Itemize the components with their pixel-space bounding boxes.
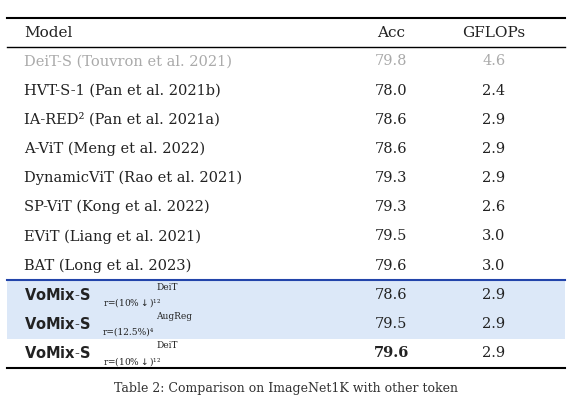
Text: 2.4: 2.4 (482, 84, 505, 98)
Bar (7, 309, 565, 339)
Text: AugReg: AugReg (156, 312, 192, 321)
Text: $\mathbf{VoMix}$-$\mathbf{S}$: $\mathbf{VoMix}$-$\mathbf{S}$ (24, 345, 91, 361)
Text: 4.6: 4.6 (482, 54, 506, 69)
Text: GFLOPs: GFLOPs (462, 26, 525, 40)
Text: 79.6: 79.6 (375, 259, 408, 273)
Text: 2.6: 2.6 (482, 200, 506, 214)
Text: 2.9: 2.9 (482, 288, 505, 302)
Text: DeiT: DeiT (156, 283, 178, 292)
Text: DynamicViT (Rao et al. 2021): DynamicViT (Rao et al. 2021) (24, 171, 243, 185)
Text: BAT (Long et al. 2023): BAT (Long et al. 2023) (24, 258, 192, 273)
Text: $\mathbf{VoMix}$-$\mathbf{S}$: $\mathbf{VoMix}$-$\mathbf{S}$ (24, 287, 91, 303)
Text: EViT (Liang et al. 2021): EViT (Liang et al. 2021) (24, 229, 201, 244)
Text: 3.0: 3.0 (482, 259, 506, 273)
Text: 2.9: 2.9 (482, 317, 505, 331)
Bar (7, 280, 565, 309)
Text: r=(10%$\downarrow$)¹²: r=(10%$\downarrow$)¹² (103, 297, 161, 309)
Text: IA-RED² (Pan et al. 2021a): IA-RED² (Pan et al. 2021a) (24, 113, 220, 127)
Text: 2.9: 2.9 (482, 113, 505, 127)
Text: A-ViT (Meng et al. 2022): A-ViT (Meng et al. 2022) (24, 142, 205, 156)
Text: 3.0: 3.0 (482, 229, 506, 244)
Text: 2.9: 2.9 (482, 346, 505, 360)
Text: 2.9: 2.9 (482, 142, 505, 156)
Text: 79.3: 79.3 (375, 200, 408, 214)
Text: 79.5: 79.5 (375, 317, 407, 331)
Text: HVT-S-1 (Pan et al. 2021b): HVT-S-1 (Pan et al. 2021b) (24, 84, 221, 98)
Text: r=(12.5%)⁴: r=(12.5%)⁴ (103, 328, 154, 337)
Text: 79.5: 79.5 (375, 229, 407, 244)
Text: 79.8: 79.8 (375, 54, 408, 69)
Text: 78.6: 78.6 (375, 113, 408, 127)
Text: r=(10%$\downarrow$)¹²: r=(10%$\downarrow$)¹² (103, 355, 161, 368)
Text: DeiT: DeiT (156, 341, 178, 350)
Text: 78.0: 78.0 (375, 84, 408, 98)
Text: 2.9: 2.9 (482, 171, 505, 185)
Text: $\mathbf{VoMix}$-$\mathbf{S}$: $\mathbf{VoMix}$-$\mathbf{S}$ (24, 316, 91, 332)
Text: 78.6: 78.6 (375, 288, 408, 302)
Text: DeiT-S (Touvron et al. 2021): DeiT-S (Touvron et al. 2021) (24, 54, 232, 69)
Text: Table 2: Comparison on ImageNet1K with other token: Table 2: Comparison on ImageNet1K with o… (114, 382, 458, 395)
Text: Acc: Acc (378, 26, 406, 40)
Text: SP-ViT (Kong et al. 2022): SP-ViT (Kong et al. 2022) (24, 200, 210, 215)
Text: 79.6: 79.6 (374, 346, 409, 360)
Text: 79.3: 79.3 (375, 171, 408, 185)
Text: 78.6: 78.6 (375, 142, 408, 156)
Text: Model: Model (24, 26, 73, 40)
